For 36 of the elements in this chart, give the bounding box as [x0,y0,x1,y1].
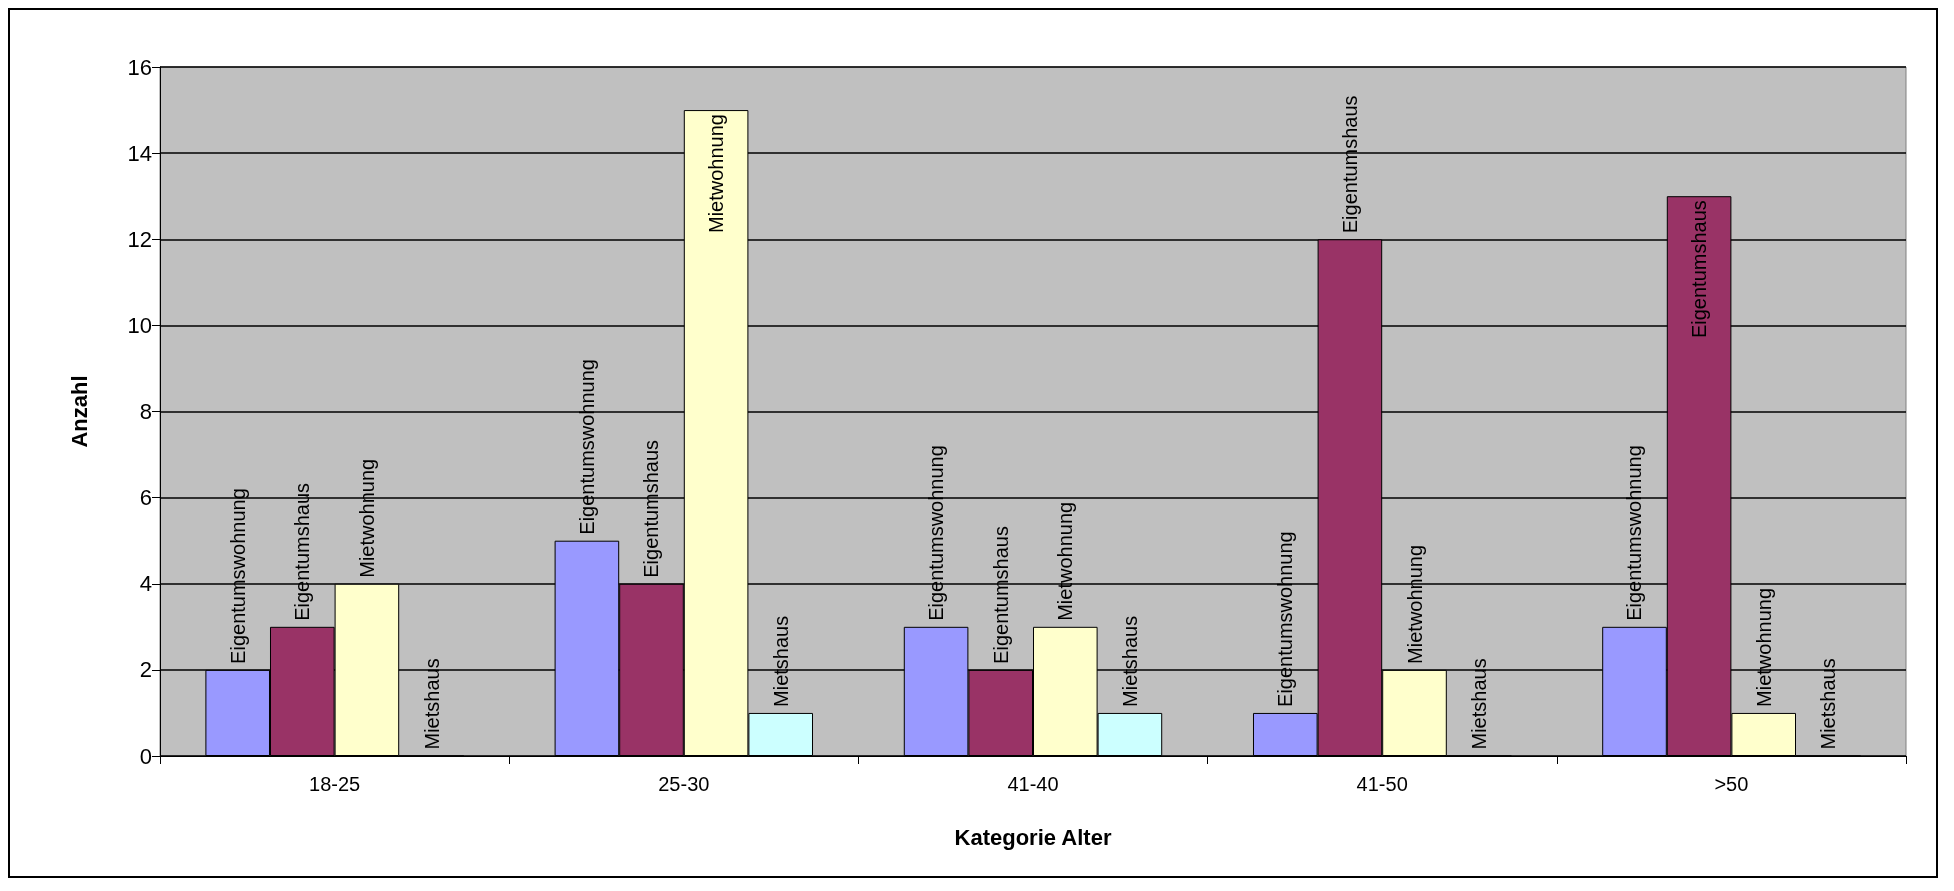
text: Eigentumshaus [291,482,314,621]
y-tick-label: 16 [127,54,152,80]
text: Mietwohnung [1403,544,1426,664]
text: Mietshaus [769,615,792,707]
text: Mietwohnung [1752,587,1775,707]
text: Eigentumswohnung [1623,445,1646,621]
x-axis-title: Kategorie Alter [954,824,1112,850]
y-tick-label: 8 [139,399,152,424]
x-tick-label: 41-40 [1007,773,1059,795]
text: Eigentumshaus [640,439,663,578]
y-tick-label: 2 [139,657,152,683]
text: Eigentumshaus [989,526,1012,664]
text: Eigentumshaus [1338,95,1361,234]
text: Mietshaus [1468,658,1491,750]
x-tick-label: >50 [1714,773,1749,795]
x-tick-label: 25-30 [658,773,710,795]
text: Eigentumswohnung [925,445,948,621]
y-tick-label: 0 [139,743,152,769]
text: Eigentumswohnung [1274,531,1297,707]
text: Mietwohnung [1054,501,1077,621]
text: Mietshaus [420,658,443,750]
x-tick-label: 18-25 [309,773,361,795]
y-tick-label: 4 [139,571,152,597]
y-tick-label: 14 [127,140,152,166]
text: Mietshaus [1817,658,1840,750]
text: Eigentumswohnung [575,359,598,535]
text: Mietshaus [1118,615,1141,707]
y-tick-label: 6 [139,485,152,511]
x-tick-label: 41-50 [1356,773,1408,795]
text: Mietwohnung [355,458,378,578]
series-label: Eigentumshaus [1688,200,1711,339]
y-axis-title: Anzahl [66,375,92,448]
y-tick-label: 10 [127,312,152,338]
series-label: Mietwohnung [705,114,728,234]
text: Eigentumswohnung [226,488,249,664]
y-tick-label: 12 [127,226,152,252]
